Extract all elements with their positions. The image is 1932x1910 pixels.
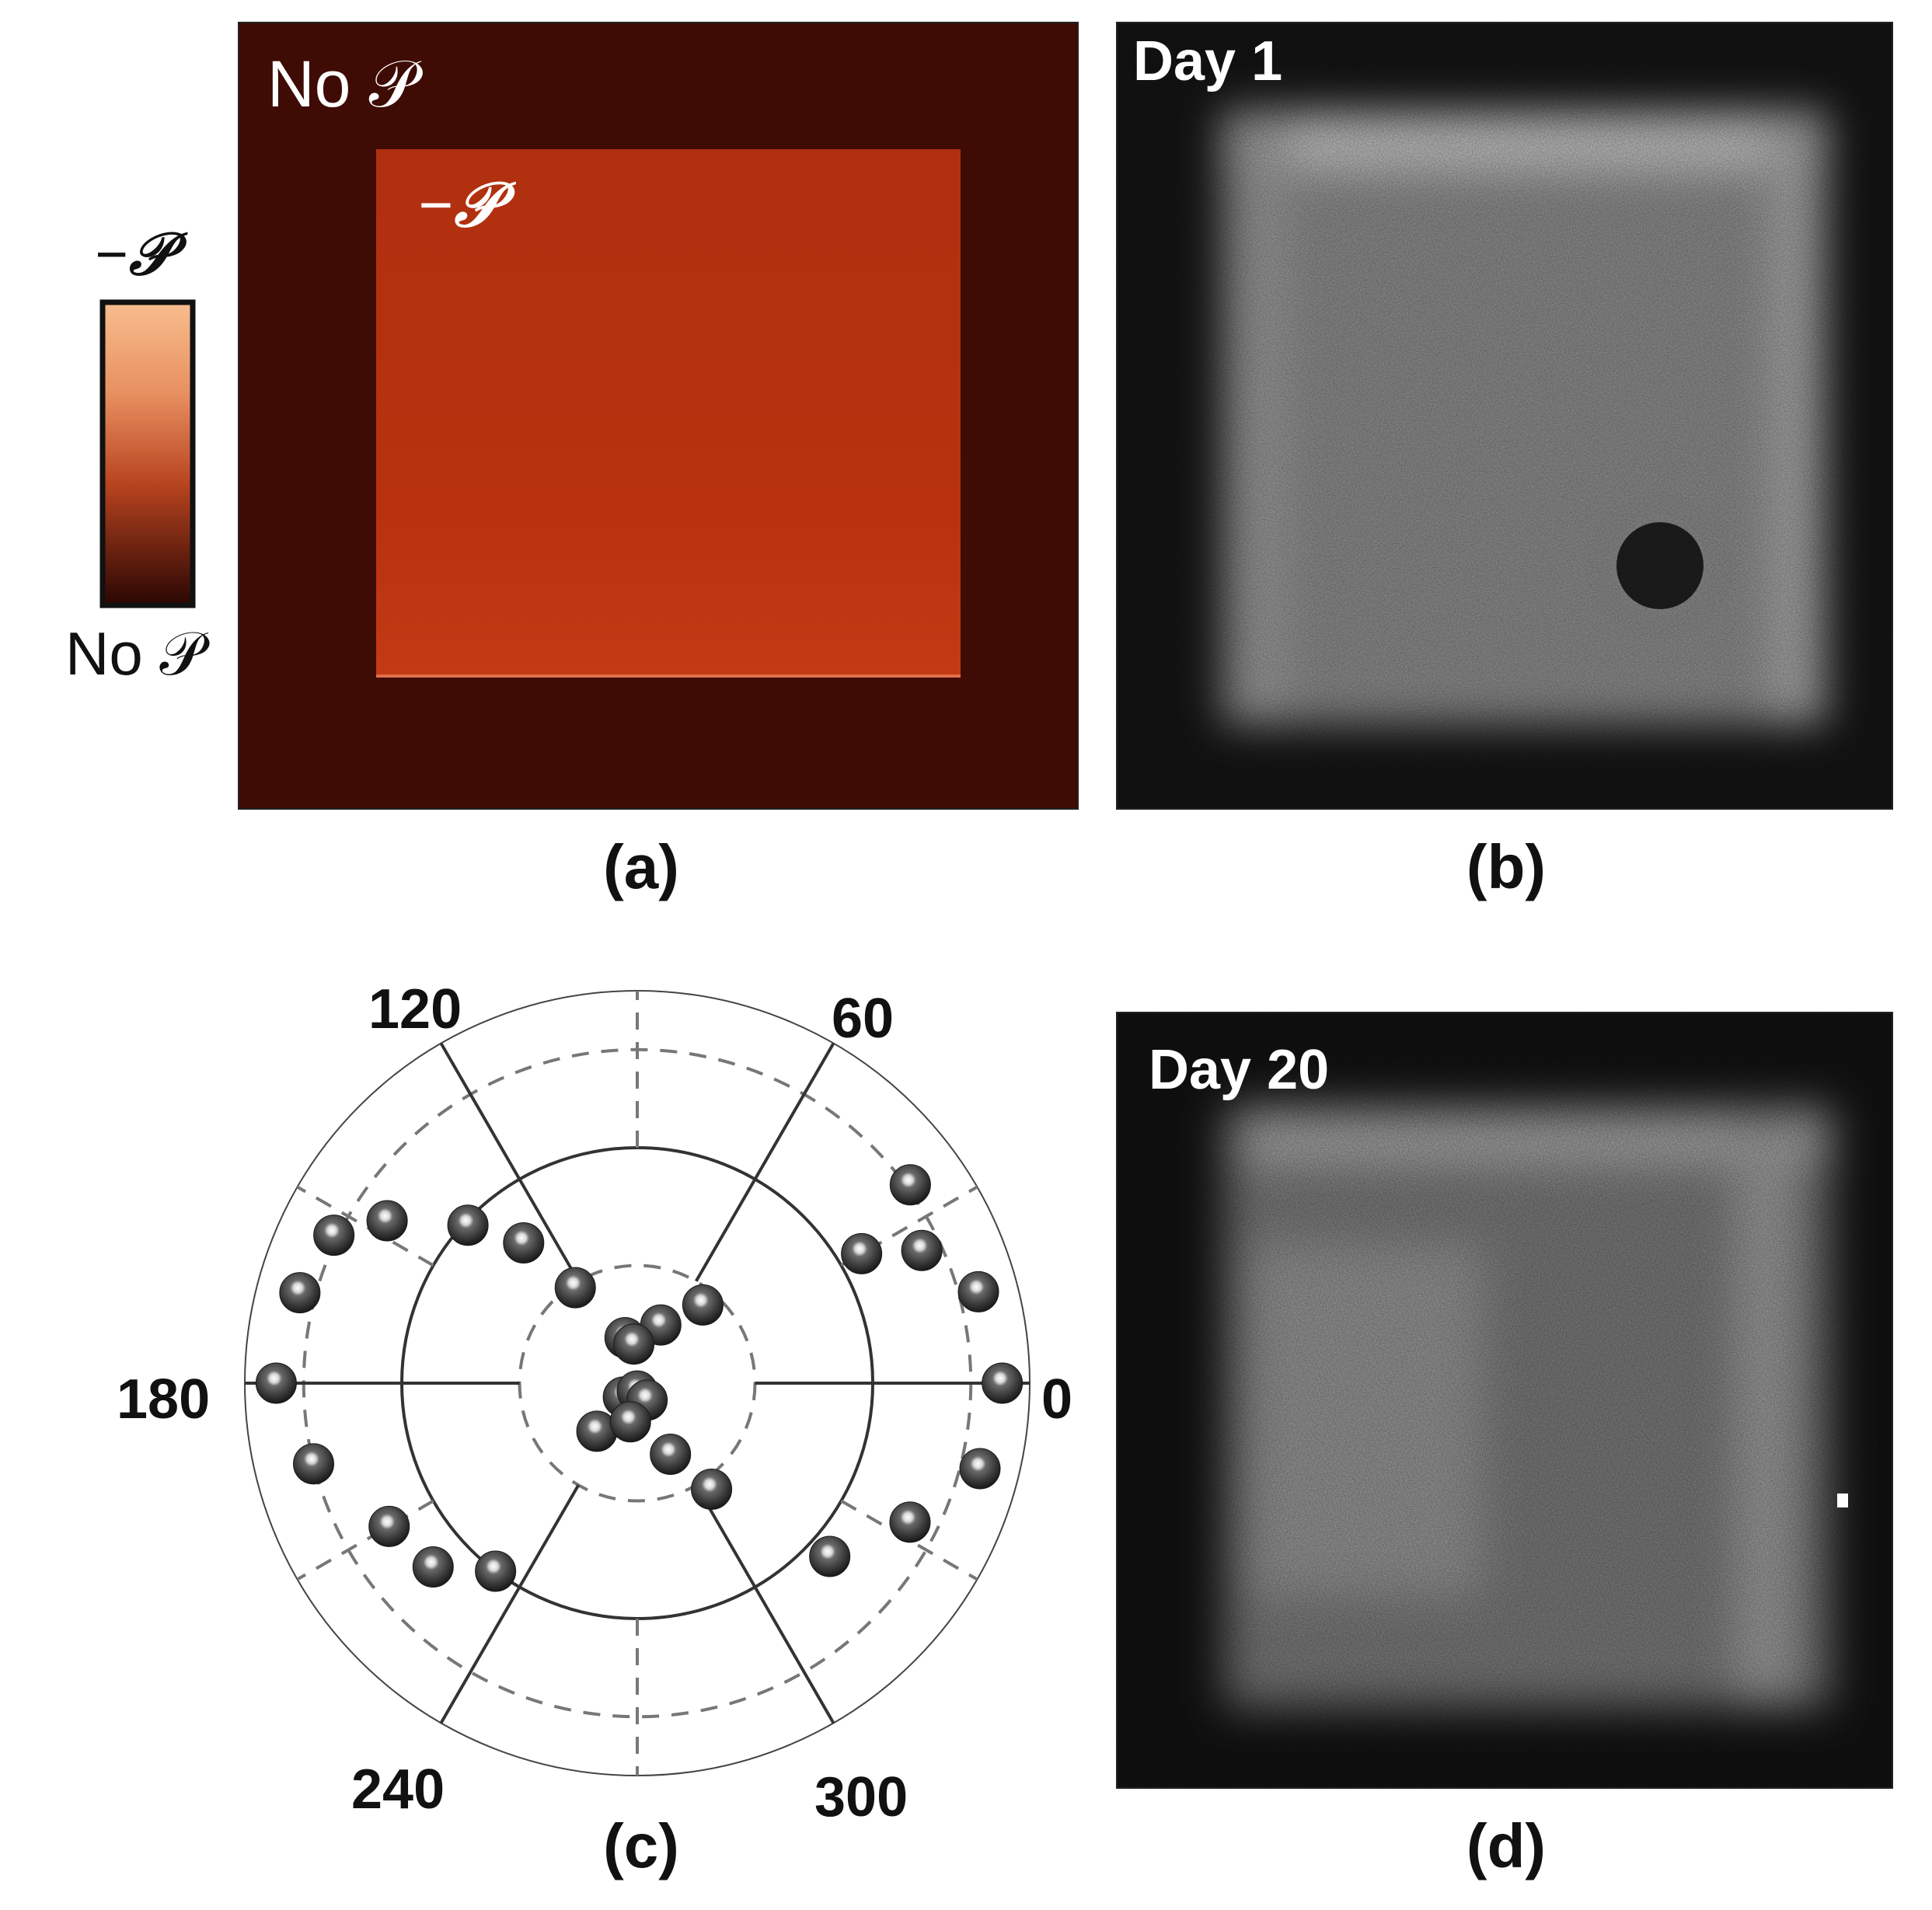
data-point [650, 1434, 692, 1476]
polar-dashed-spoke-150 [296, 1185, 434, 1267]
data-point [809, 1535, 851, 1577]
angle-label-60: 60 [832, 988, 895, 1050]
polar-spoke-60 [695, 1042, 835, 1282]
data-point [368, 1505, 410, 1547]
data-point [691, 1469, 733, 1511]
data-point [841, 1232, 883, 1274]
polar-spoke-300 [695, 1484, 835, 1724]
polar-dashed-spoke-30 [840, 1185, 978, 1267]
angle-label-300: 300 [814, 1766, 908, 1828]
polar-spoke-240 [439, 1484, 580, 1724]
data-point [889, 1501, 931, 1543]
panel-d-label: (d) [1466, 1811, 1547, 1880]
data-point [255, 1362, 297, 1404]
data-point [901, 1229, 943, 1271]
data-point [957, 1270, 999, 1312]
colorbar-bottom-label: No 𝒫 [65, 619, 204, 688]
angle-label-120: 120 [368, 978, 462, 1040]
colorbar-top-label: −𝒫 [93, 222, 172, 288]
polar-plot [244, 990, 1031, 1776]
data-point [412, 1546, 454, 1588]
data-point [889, 1164, 931, 1206]
data-point [475, 1550, 517, 1592]
data-point [613, 1323, 655, 1365]
panel-a-label: (a) [603, 832, 679, 901]
data-point [503, 1222, 545, 1263]
colorbar [99, 299, 196, 608]
pfm-image-day1 [1116, 22, 1893, 810]
day20-title: Day 20 [1149, 1039, 1330, 1101]
polar-spoke-120 [439, 1042, 580, 1282]
pfm-image-day20 [1116, 1012, 1893, 1789]
polar-dashed-spoke-330 [840, 1499, 978, 1581]
outer-region-label: No 𝒫 [267, 47, 417, 120]
data-point [313, 1215, 355, 1256]
data-point [682, 1284, 724, 1326]
data-point [554, 1267, 596, 1309]
day1-title: Day 1 [1133, 30, 1283, 92]
polar-dashed-spoke-210 [296, 1499, 434, 1581]
angle-label-180: 180 [117, 1368, 211, 1431]
angle-label-240: 240 [351, 1758, 445, 1821]
data-point [366, 1200, 408, 1242]
poled-square [376, 149, 961, 678]
panel-c-label: (c) [603, 1811, 679, 1880]
panel-b-label: (b) [1466, 832, 1547, 901]
angle-label-0: 0 [1041, 1368, 1073, 1431]
data-point [982, 1362, 1024, 1404]
data-point [609, 1401, 651, 1443]
data-point [279, 1272, 321, 1314]
data-point [447, 1204, 489, 1246]
data-point [293, 1443, 335, 1485]
data-point [959, 1448, 1001, 1490]
bright-speck [1837, 1493, 1848, 1507]
inner-region-label: −𝒫 [417, 172, 500, 240]
afm-image: No 𝒫 −𝒫 [238, 22, 1079, 810]
